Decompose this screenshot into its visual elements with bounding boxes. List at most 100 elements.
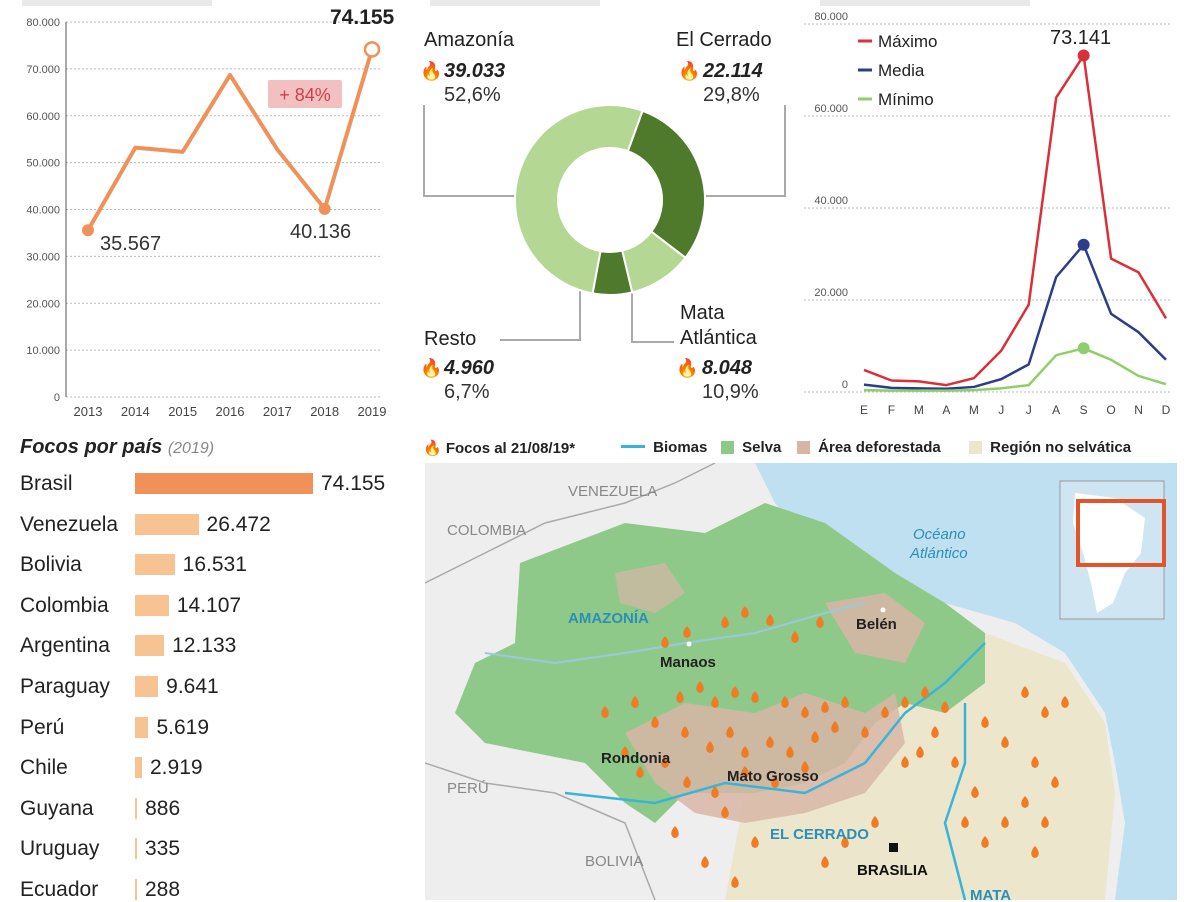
change-badge: + 84%	[279, 85, 331, 105]
fire-icon	[861, 726, 869, 738]
fire-icon	[931, 726, 939, 738]
label-2019: 74.155	[330, 6, 395, 29]
fire-icon	[721, 616, 729, 628]
deforested-area	[615, 563, 685, 613]
forest-swatch	[721, 441, 734, 454]
map-label-bolivia: BOLIVIA	[585, 853, 643, 870]
bar-value-label: 26.472	[206, 512, 271, 536]
fire-icon	[821, 856, 829, 868]
fire-icon: 🔥	[676, 357, 698, 378]
donut-resto-pct: 6,7%	[444, 381, 490, 403]
fire-icon: 🔥	[678, 60, 700, 81]
fire-icon	[771, 776, 779, 788]
fire-icon	[683, 626, 691, 638]
map-label-matogrosso: Mato Grosso	[727, 768, 819, 785]
bar-country-label: Paraguay	[20, 675, 110, 698]
fire-icon	[661, 756, 669, 768]
nonforest-swatch	[969, 441, 982, 454]
fire-icon	[1041, 816, 1049, 828]
country-border	[425, 463, 716, 584]
biome-donut-chart: Amazonía 🔥 39.033 52,6% El Cerrado 🔥 22.…	[420, 29, 786, 403]
donut-cerrado-name: El Cerrado	[676, 29, 772, 51]
bar	[135, 797, 138, 819]
bar-country-label: Chile	[20, 756, 68, 780]
donut-resto-value: 4.960	[443, 357, 494, 379]
bar-country-label: Ecuador	[20, 878, 99, 901]
city-marker	[686, 641, 692, 647]
bar-value-label: 5.619	[156, 715, 210, 739]
map-label-ocean-1: Océano	[913, 526, 966, 543]
bar-value-label: 335	[145, 837, 181, 861]
map-label-brasilia: BRASILIA	[857, 862, 928, 879]
fire-icon	[981, 716, 989, 728]
fire-icon	[711, 786, 719, 798]
fire-icon	[1021, 686, 1029, 698]
bar	[135, 879, 137, 900]
fire-icon	[731, 686, 739, 698]
peak-point	[1077, 238, 1090, 251]
deforested-swatch	[797, 441, 810, 454]
bar-country-label: Brasil	[20, 472, 73, 495]
legend-label: Máximo	[878, 32, 938, 51]
map-label-venezuela: VENEZUELA	[568, 483, 657, 500]
bars-title-year: (2019)	[167, 440, 215, 457]
label-2013: 35.567	[100, 233, 161, 255]
x-tick-label: 2013	[74, 404, 103, 419]
fire-icon	[881, 706, 889, 718]
fire-icon	[1041, 706, 1049, 718]
fire-icon	[1001, 736, 1009, 748]
fire-icon	[1031, 756, 1039, 768]
bar	[135, 513, 199, 535]
fire-icon	[601, 706, 609, 718]
yearly-series-line	[86, 48, 374, 232]
fire-icon	[916, 746, 924, 758]
legend-biomes-label: Biomas	[653, 439, 708, 456]
fire-icon	[701, 856, 709, 868]
inset-highlight-box	[1076, 499, 1166, 567]
bar	[135, 473, 313, 494]
x-tick-label: E	[860, 403, 868, 417]
fire-icon	[751, 836, 759, 848]
y-tick-label: 40.000	[26, 205, 60, 217]
fire-icon	[816, 616, 824, 628]
y-tick-label: 30.000	[26, 251, 60, 263]
y-tick-label: 40.000	[814, 195, 848, 207]
deforested-area	[825, 593, 925, 663]
x-tick-label: 2015	[168, 404, 197, 419]
legend-item-nonforest: Región no selvática	[969, 439, 1131, 456]
bar-country-label: Bolivia	[20, 553, 82, 577]
fire-icon	[726, 726, 734, 738]
x-tick-label: N	[1134, 403, 1143, 417]
map-label-cerrado: EL CERRADO	[770, 826, 869, 843]
bars-title: Focos por país (2019)	[20, 436, 214, 459]
change-badge-bg	[268, 80, 342, 108]
leader-resto	[500, 290, 581, 341]
bar-value-label: 74.155	[321, 472, 386, 495]
donut-mata-name-2: Atlántica	[680, 327, 758, 349]
donut-cerrado-value: 22.114	[702, 60, 763, 82]
fire-icon	[741, 746, 749, 758]
legend-label: Media	[878, 61, 925, 80]
fire-icon: 🔥	[420, 60, 442, 81]
y-tick-label: 60.000	[26, 111, 60, 123]
fire-icon	[766, 736, 774, 748]
donut-cerrado-pct: 29,8%	[703, 84, 760, 106]
fire-icon	[741, 766, 749, 778]
bars-title-text: Focos por país	[20, 436, 163, 458]
x-tick-label: M	[969, 403, 979, 417]
city-marker	[880, 607, 886, 613]
fire-icon	[681, 726, 689, 738]
map-label-amazonia: AMAZONÍA	[568, 610, 649, 627]
fire-icon	[711, 696, 719, 708]
bar-value-label: 9.641	[166, 675, 219, 698]
fire-icon	[706, 741, 714, 753]
fire-icon	[621, 746, 629, 758]
donut-title-cutoff	[430, 0, 600, 6]
fire-icon	[676, 691, 684, 703]
fire-icon	[1061, 696, 1069, 708]
peak-label: 73.141	[1050, 27, 1111, 49]
inset-continent	[1073, 493, 1145, 613]
series-line-media	[863, 243, 1167, 391]
fire-icon	[661, 636, 669, 648]
series-line-maximo	[863, 54, 1168, 387]
